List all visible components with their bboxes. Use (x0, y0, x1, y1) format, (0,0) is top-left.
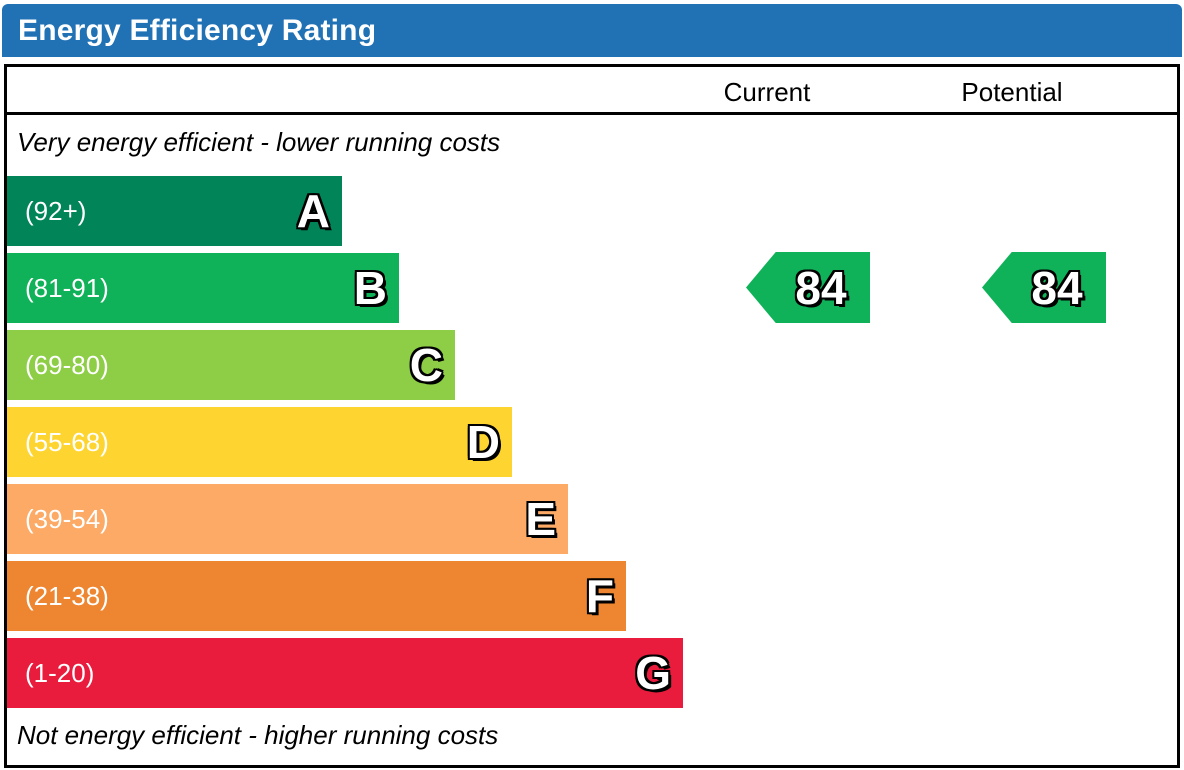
header-bar: Energy Efficiency Rating (2, 4, 1182, 57)
band-range-label: (1-20) (25, 657, 95, 688)
band-letter: F (585, 570, 614, 622)
current-column-header: Current (723, 77, 811, 107)
bands-container: (92+) A (81-91) B (69-80) C (55-68) D (3… (7, 176, 683, 715)
potential-rating-value: 84 (1031, 261, 1083, 314)
current-rating-arrow: 84 (746, 252, 870, 323)
band-range-label: (55-68) (25, 426, 109, 457)
potential-rating-arrow: 84 (982, 252, 1106, 323)
band-range-label: (39-54) (25, 503, 109, 534)
page-title: Energy Efficiency Rating (18, 13, 377, 47)
band-row-b: (81-91) B (7, 253, 399, 323)
band-letter: C (409, 339, 443, 391)
band-range-label: (81-91) (25, 272, 109, 303)
band-range-label: (21-38) (25, 580, 109, 611)
bottom-note: Not energy efficient - higher running co… (17, 720, 499, 750)
current-rating-value: 84 (795, 261, 847, 314)
band-letter: E (525, 493, 556, 545)
band-row-c: (69-80) C (7, 330, 455, 400)
band-letter: B (353, 262, 387, 314)
band-letter: A (296, 185, 330, 237)
header-divider (7, 112, 1177, 115)
top-note: Very energy efficient - lower running co… (17, 127, 501, 157)
band-letter: D (466, 416, 500, 468)
band-row-f: (21-38) F (7, 561, 626, 631)
band-row-g: (1-20) G (7, 638, 683, 708)
rating-chart: Current Potential Very energy efficient … (4, 64, 1180, 768)
band-row-a: (92+) A (7, 176, 342, 246)
band-range-label: (92+) (25, 195, 87, 226)
band-letter: G (635, 647, 671, 699)
potential-column-header: Potential (961, 77, 1063, 107)
band-row-d: (55-68) D (7, 407, 512, 477)
band-row-e: (39-54) E (7, 484, 568, 554)
band-range-label: (69-80) (25, 349, 109, 380)
